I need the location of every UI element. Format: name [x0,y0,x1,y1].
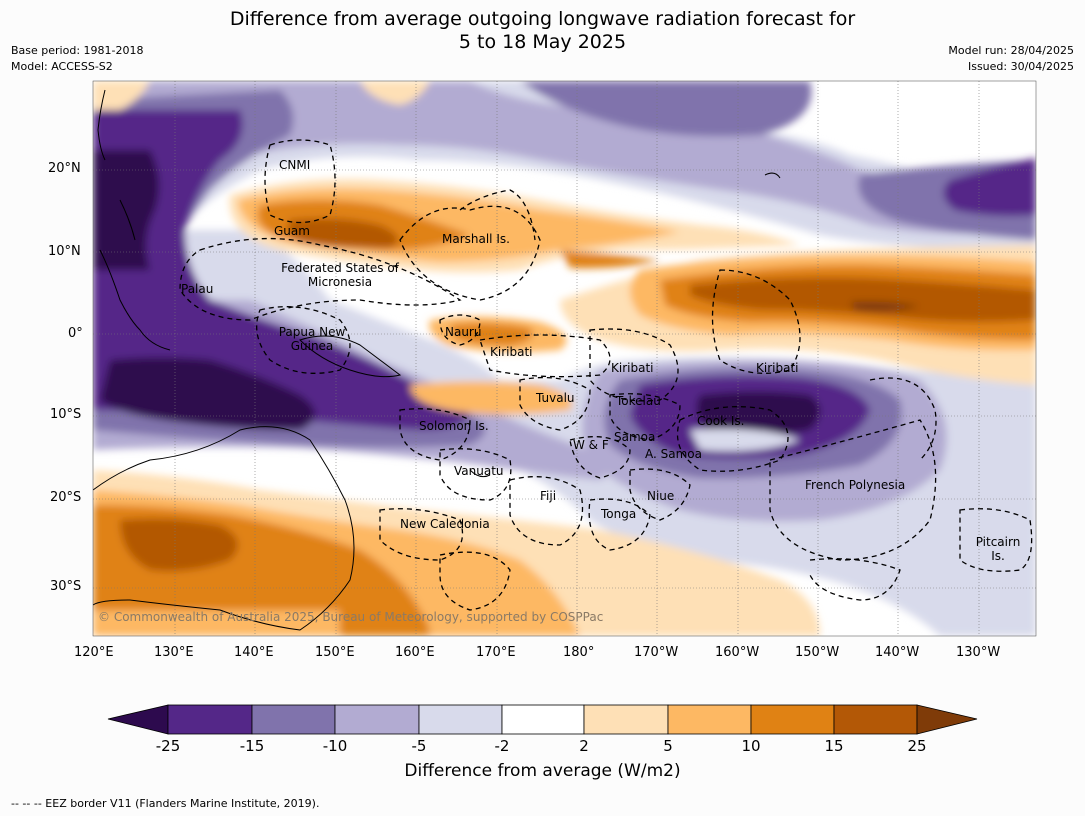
region-label: CNMI [279,158,311,172]
region-label: Fiji [540,489,557,503]
region-label: Tonga [601,507,637,521]
colorbar-tick-label: -2 [494,737,510,755]
region-label: Tokelau [616,394,661,408]
lat-label: 0° [68,326,83,341]
colorbar-swatch [251,704,336,735]
colorbar-tick-label: -5 [411,737,427,755]
region-label: Nauru [445,325,482,339]
region-label: A. Samoa [645,447,702,461]
lon-label: 140°E [234,645,274,660]
colorbar-tick-label: -15 [239,737,265,755]
region-label: Papua New Guinea [278,325,346,353]
lon-label: 130°E [154,645,194,660]
lon-label: 170°E [476,645,516,660]
lat-label: 20°S [50,490,82,505]
colorbar-swatch [583,704,669,735]
lon-label: 120°E [74,645,114,660]
colorbar-swatch [334,704,420,735]
region-label: Solomon Is. [419,419,489,433]
anomaly-field [93,81,1036,636]
region-label: Cook Is. [697,414,745,428]
lat-label: 10°S [50,407,82,422]
region-label: Marshall Is. [442,232,510,246]
colorbar [107,704,978,735]
model-run: Model run: 28/04/2025 [948,44,1074,57]
region-label: Pitcairn Is. [975,535,1021,563]
lon-label: 130°W [956,645,1001,660]
colorbar-tick-label: 25 [907,737,927,755]
region-label: Guam [274,224,310,238]
eez-footnote: -- -- -- EEZ border V11 (Flanders Marine… [11,797,320,810]
region-label: French Polynesia [805,478,906,492]
colorbar-tick-label: -25 [155,737,181,755]
colorbar-tick-label: 10 [741,737,761,755]
region-label: Palau [181,282,214,296]
lon-label: 170°W [634,645,679,660]
gridlines [93,81,1036,636]
region-label: Niue [647,489,675,503]
chart-title-line1: Difference from average outgoing longwav… [229,8,856,30]
region-label: Tuvalu [536,391,575,405]
lon-label: 140°W [875,645,920,660]
colorbar-swatch [167,704,253,735]
region-label: New Caledonia [400,517,490,531]
region-label: Federated States of Micronesia [281,261,399,289]
colorbar-swatch [501,704,585,735]
colorbar-tick-label: 15 [824,737,844,755]
region-label: Kiribati [756,361,799,375]
issued-date: Issued: 30/04/2025 [967,60,1074,73]
lon-label: 150°E [315,645,355,660]
base-period: Base period: 1981-2018 [11,44,144,57]
region-label: W & F [573,438,609,452]
lon-label: 160°W [715,645,760,660]
coastlines [93,89,781,631]
lat-label: 30°S [50,579,82,594]
colorbar-title: Difference from average (W/m2) [404,761,681,781]
colorbar-swatch [833,704,918,735]
colorbar-tick-label: 2 [579,737,589,755]
lat-label: 20°N [48,161,81,176]
chart-title-line2: 5 to 18 May 2025 [458,31,627,53]
colorbar-swatch [916,704,978,735]
lon-label: 180° [563,645,595,660]
lon-label: 160°E [395,645,435,660]
colorbar-swatch [107,704,169,735]
region-label: Kiribati [611,361,654,375]
colorbar-swatch [667,704,752,735]
model-name: Model: ACCESS-S2 [11,60,113,73]
region-label: Samoa [614,430,656,444]
colorbar-tick-label: -10 [322,737,348,755]
colorbar-swatch [750,704,835,735]
colorbar-swatch [418,704,503,735]
lat-label: 10°N [48,244,81,259]
region-label: Kiribati [490,345,533,359]
lon-label: 150°W [795,645,840,660]
copyright-credit: © Commonwealth of Australia 2025, Bureau… [98,610,604,624]
eez-borders [179,139,1033,611]
region-label: Vanuatu [454,464,504,478]
colorbar-tick-label: 5 [663,737,673,755]
